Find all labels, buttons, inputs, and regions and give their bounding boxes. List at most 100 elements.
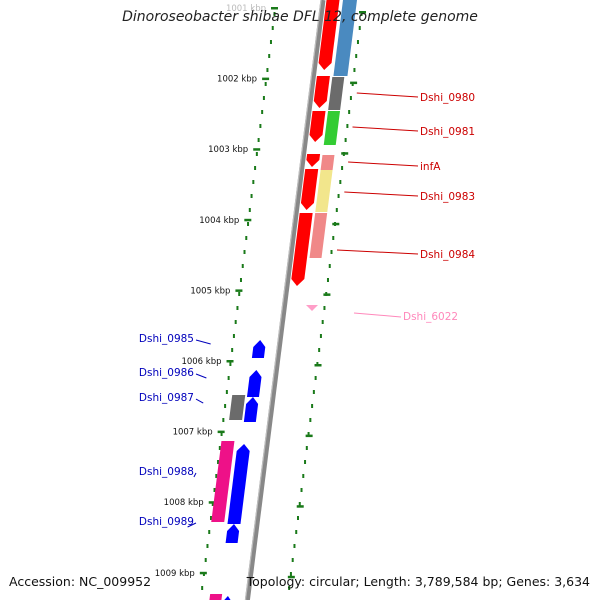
minor-tick-right	[314, 376, 317, 380]
kbp-tick-label: 1008 kbp	[164, 498, 204, 508]
minor-tick-right	[326, 278, 329, 282]
minor-tick-right	[309, 418, 312, 422]
kbp-tick-label: 1004 kbp	[199, 216, 239, 226]
minor-tick-left	[239, 278, 242, 282]
gene-label-leader	[353, 312, 402, 318]
gene-layer	[209, 0, 357, 603]
gene-label-leader	[348, 161, 419, 167]
minor-tick-right	[289, 572, 292, 576]
topology-text: Topology: circular; Length: 3,789,584 bp…	[246, 574, 590, 589]
gene-label: Dshi_0983	[420, 191, 475, 203]
major-tick-right	[323, 293, 331, 296]
product-bar	[309, 213, 328, 258]
minor-tick-right	[302, 474, 305, 478]
gene-label-leader	[195, 339, 211, 345]
gene-label: Dshi_0988	[139, 466, 194, 478]
gene-label: Dshi_0986	[139, 367, 194, 379]
minor-tick-left	[261, 110, 264, 114]
gene-label: Dshi_0985	[139, 333, 194, 345]
minor-tick-right	[291, 558, 294, 562]
minor-tick-left	[259, 124, 262, 128]
major-tick-right	[359, 11, 366, 14]
gene-arrow-forward	[227, 444, 250, 524]
gene-arrow-forward	[221, 596, 233, 603]
gene-label-leader	[336, 249, 419, 255]
gene-label-leader	[352, 126, 419, 132]
major-tick-right	[296, 505, 304, 508]
minor-tick-left	[271, 26, 274, 30]
minor-tick-left	[255, 152, 258, 156]
product-bar	[229, 395, 246, 420]
gene-arrow-ncrna	[306, 305, 318, 311]
backbone-line	[244, 0, 326, 601]
minor-tick-left	[211, 502, 214, 506]
minor-tick-left	[269, 40, 272, 44]
gene-arrow-reverse	[306, 154, 321, 167]
minor-tick-right	[341, 166, 344, 170]
minor-tick-right	[330, 250, 333, 254]
minor-tick-left	[252, 180, 255, 184]
product-bar	[328, 77, 345, 110]
gene-arrow-forward	[243, 397, 259, 422]
gene-arrow-forward	[246, 370, 262, 397]
gene-label-layer: Dshi_0980 Dshi_0981 infA Dshi_0983 Dshi_0984…	[139, 92, 476, 528]
minor-tick-right	[358, 26, 361, 30]
minor-tick-right	[323, 306, 326, 310]
minor-tick-right	[344, 138, 347, 142]
minor-tick-right	[328, 264, 331, 268]
major-tick-right	[332, 222, 340, 226]
kbp-tick-label: 1005 kbp	[190, 286, 230, 296]
minor-tick-left	[201, 586, 204, 590]
accession-text: Accession: NC_009952	[9, 574, 152, 589]
minor-tick-right	[307, 432, 310, 436]
minor-tick-left	[215, 474, 218, 478]
minor-tick-left	[213, 488, 216, 492]
minor-tick-right	[337, 194, 340, 198]
kbp-tick-label: 1009 kbp	[155, 569, 195, 579]
major-tick-left	[271, 7, 278, 10]
minor-tick-left	[250, 194, 253, 198]
gene-arrow-reverse	[313, 76, 330, 108]
minor-tick-left	[257, 138, 260, 142]
gene-label: Dshi_0984	[420, 249, 475, 261]
minor-tick-left	[247, 222, 250, 226]
kbp-tick-label: 1002 kbp	[217, 75, 257, 85]
minor-tick-left	[234, 320, 237, 324]
minor-tick-right	[311, 404, 314, 408]
major-tick-left	[208, 501, 216, 504]
minor-tick-left	[227, 376, 230, 380]
minor-tick-right	[339, 180, 342, 184]
minor-tick-left	[209, 516, 212, 520]
minor-tick-right	[349, 96, 352, 100]
minor-tick-right	[356, 40, 359, 44]
minor-tick-right	[318, 348, 321, 352]
minor-tick-left	[220, 432, 223, 436]
minor-tick-right	[335, 208, 338, 212]
product-bar	[320, 155, 335, 170]
major-tick-left	[253, 148, 261, 151]
minor-tick-left	[238, 292, 241, 296]
minor-tick-left	[231, 348, 234, 352]
minor-tick-right	[312, 390, 315, 394]
minor-tick-left	[241, 264, 244, 268]
minor-tick-right	[332, 236, 335, 240]
gene-label-leader	[356, 92, 419, 98]
minor-tick-left	[236, 306, 239, 310]
minor-tick-left	[204, 558, 207, 562]
minor-tick-right	[295, 530, 298, 534]
minor-tick-right	[293, 544, 296, 548]
minor-tick-left	[217, 460, 220, 464]
minor-tick-right	[300, 488, 303, 492]
gene-label-leader	[344, 191, 419, 197]
product-bar	[333, 0, 357, 76]
minor-tick-left	[218, 446, 221, 450]
gene-label-leader	[195, 398, 204, 404]
gene-label: Dshi_6022	[403, 311, 458, 323]
product-bar	[209, 594, 223, 600]
minor-tick-right	[296, 516, 299, 520]
backbone-layer	[244, 0, 326, 601]
kbp-tick-label: 1006 kbp	[181, 357, 221, 367]
major-tick-right	[314, 364, 322, 367]
